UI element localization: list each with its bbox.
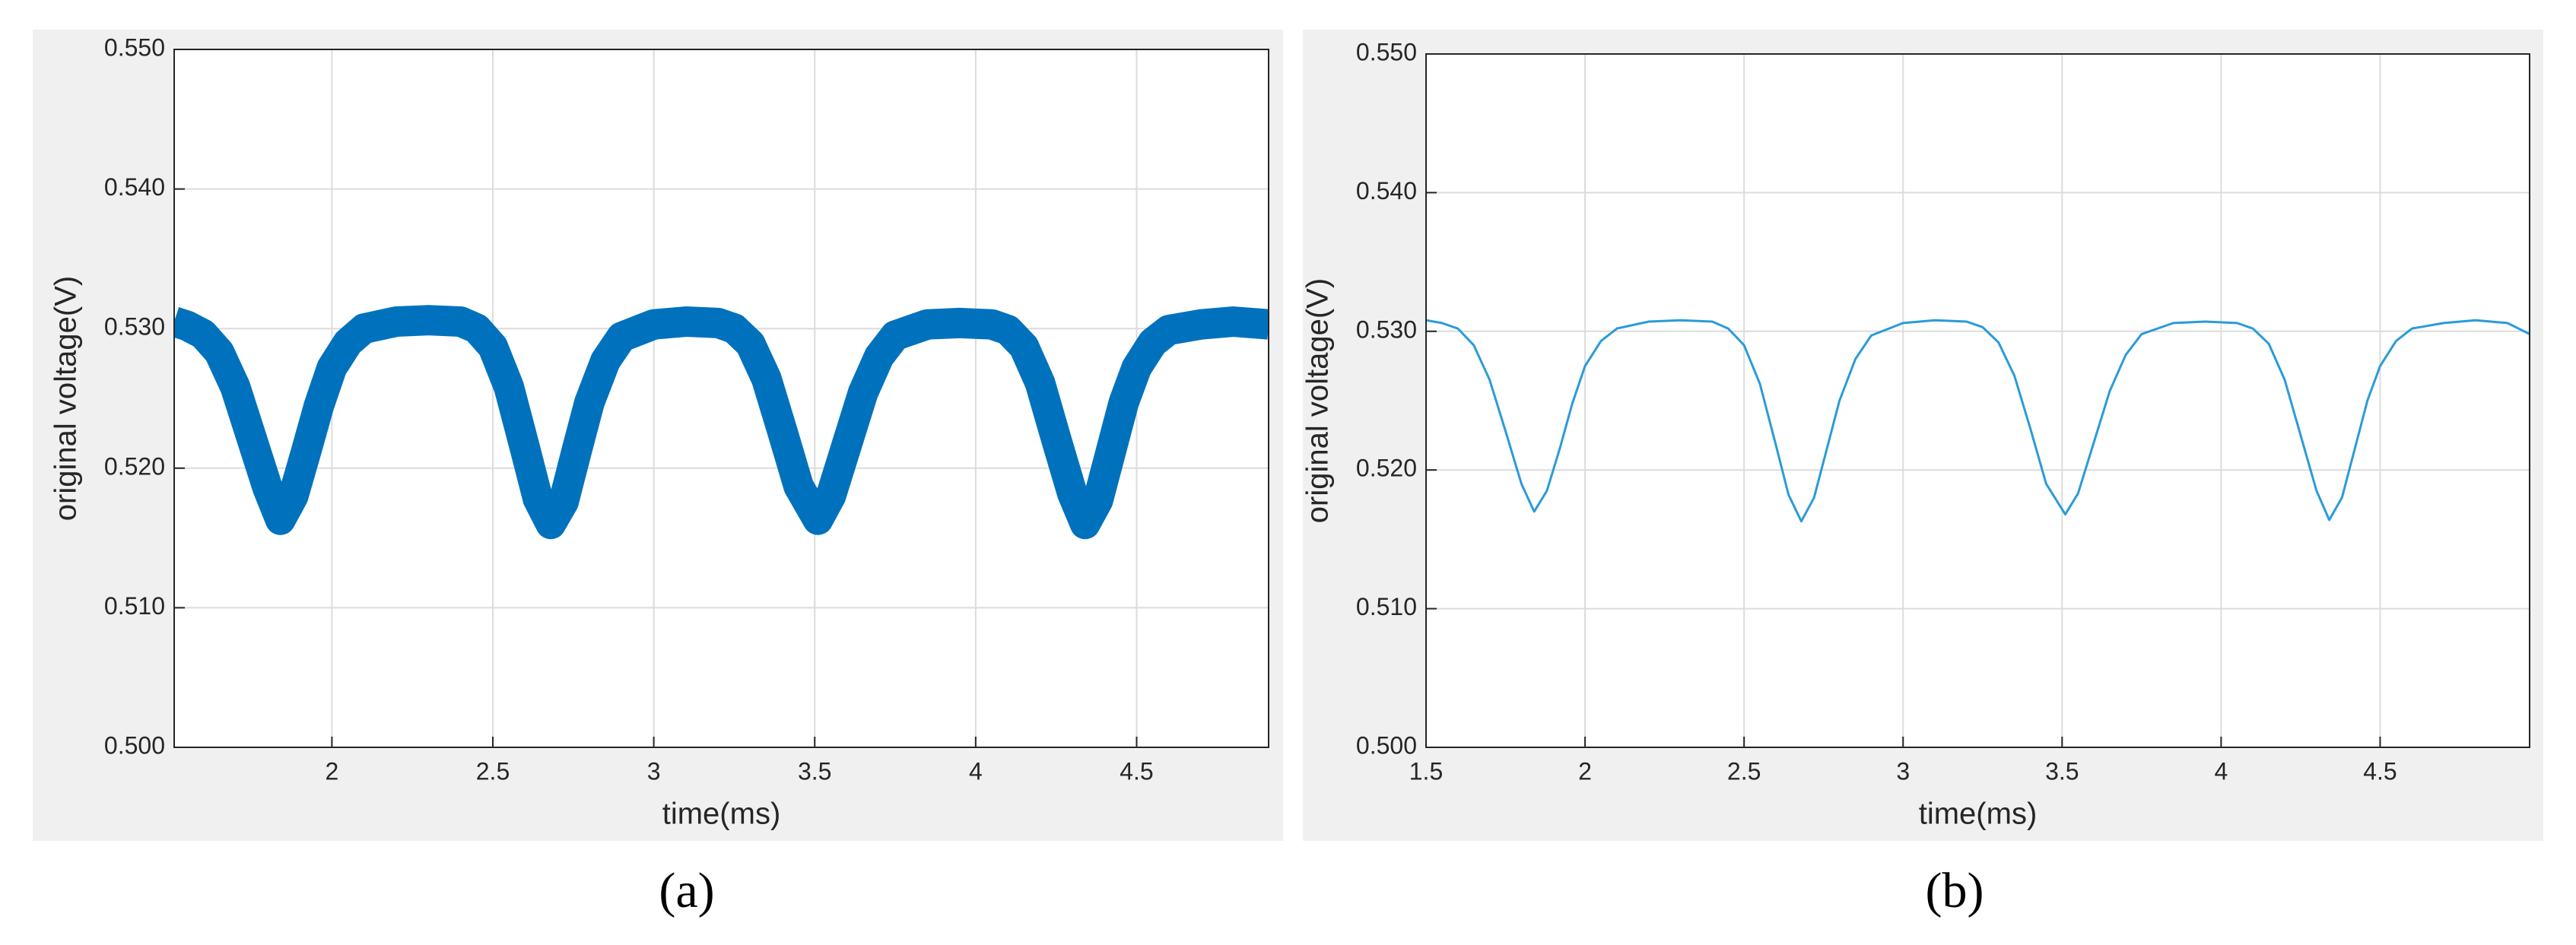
x-tick-label: 3.5 (2045, 757, 2079, 785)
axes-box (173, 49, 1269, 748)
x-axis-label: time(ms) (1919, 798, 2038, 831)
x-tick-label: 1.5 (1409, 757, 1443, 785)
y-tick-label: 0.510 (104, 592, 165, 620)
x-axis-label: time(ms) (662, 798, 781, 831)
y-tick-label: 0.510 (1356, 593, 1417, 620)
y-tick-label: 0.520 (1356, 455, 1417, 482)
data-line (1426, 319, 2530, 523)
y-axis-label: original voltage(V) (49, 276, 83, 521)
caption: (a) (659, 863, 714, 918)
caption: (b) (1926, 863, 1984, 918)
y-tick-label: 0.540 (1356, 177, 1417, 205)
y-tick-label: 0.530 (104, 313, 165, 341)
axes-box (1425, 53, 2530, 748)
x-tick-label: 2 (1578, 757, 1592, 785)
y-tick-label: 0.550 (104, 33, 165, 61)
x-tick-label: 2 (325, 757, 338, 785)
x-tick-label: 4.5 (1120, 757, 1153, 785)
x-tick-label: 4.5 (2363, 757, 2397, 785)
x-tick-label: 4 (2214, 757, 2228, 785)
y-tick-label: 0.500 (1356, 731, 1417, 759)
plot-area (174, 49, 1269, 747)
x-tick-label: 3 (647, 757, 661, 785)
x-tick-label: 3.5 (798, 757, 831, 785)
y-tick-label: 0.550 (1356, 38, 1417, 65)
y-axis-label: original voltage(V) (1301, 278, 1335, 523)
y-tick-label: 0.540 (104, 173, 165, 201)
x-tick-label: 2.5 (476, 757, 510, 785)
y-tick-label: 0.530 (1356, 316, 1417, 343)
y-tick-label: 0.500 (104, 731, 165, 759)
x-tick-label: 2.5 (1727, 757, 1761, 785)
plot-area (1426, 54, 2530, 747)
data-line (174, 305, 1269, 540)
x-tick-label: 4 (969, 757, 983, 785)
y-tick-label: 0.520 (104, 452, 165, 480)
x-tick-label: 3 (1896, 757, 1910, 785)
